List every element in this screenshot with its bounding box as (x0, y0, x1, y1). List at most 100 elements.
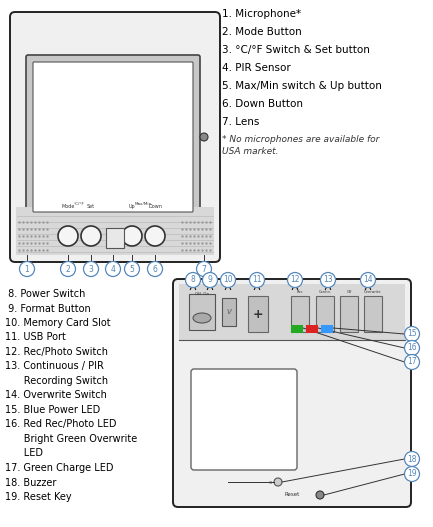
Circle shape (84, 261, 98, 277)
Text: Bright Green Overwrite: Bright Green Overwrite (5, 434, 137, 444)
Circle shape (19, 261, 35, 277)
Text: Set: Set (87, 204, 95, 209)
Text: * No microphones are available for: * No microphones are available for (222, 135, 379, 144)
Circle shape (197, 261, 211, 277)
Text: 17. Green Charge LED: 17. Green Charge LED (5, 463, 113, 473)
Text: 8: 8 (191, 276, 195, 285)
Bar (291, 325, 303, 333)
Text: Off: Off (346, 290, 352, 294)
Circle shape (288, 272, 303, 288)
Text: V: V (226, 309, 231, 315)
Text: Recording Switch: Recording Switch (5, 376, 108, 386)
Text: 18: 18 (407, 454, 417, 464)
Text: 8. Power Switch: 8. Power Switch (5, 289, 85, 299)
Circle shape (200, 133, 208, 141)
Text: 16: 16 (407, 344, 417, 353)
Text: 1: 1 (25, 265, 29, 274)
Text: 13. Continuous / PIR: 13. Continuous / PIR (5, 362, 104, 372)
Text: Down: Down (148, 204, 162, 209)
Text: Overwrite: Overwrite (364, 290, 382, 294)
FancyBboxPatch shape (191, 369, 297, 470)
Bar (222, 298, 236, 326)
Circle shape (249, 272, 265, 288)
Circle shape (81, 226, 101, 246)
Bar (291, 296, 309, 332)
Bar (340, 296, 358, 332)
Bar (316, 296, 334, 332)
Circle shape (185, 272, 200, 288)
Text: +: + (253, 307, 263, 320)
Text: 1. Microphone*: 1. Microphone* (222, 9, 301, 19)
Text: Reset: Reset (285, 493, 300, 497)
Circle shape (404, 327, 420, 341)
Circle shape (203, 272, 217, 288)
Circle shape (404, 466, 420, 482)
Text: 14. Overwrite Switch: 14. Overwrite Switch (5, 391, 107, 401)
Text: 5. Max/Min switch & Up button: 5. Max/Min switch & Up button (222, 81, 382, 91)
Circle shape (148, 261, 162, 277)
FancyBboxPatch shape (173, 279, 411, 507)
Text: o: o (268, 480, 271, 484)
Text: 11. USB Port: 11. USB Port (5, 333, 66, 343)
Text: 15. Blue Power LED: 15. Blue Power LED (5, 405, 100, 415)
Text: 14: 14 (363, 276, 373, 285)
Text: USA market.: USA market. (222, 147, 278, 156)
Text: Contin.: Contin. (319, 290, 331, 294)
Text: Mode: Mode (61, 204, 74, 209)
Text: Rec: Rec (297, 290, 303, 294)
FancyBboxPatch shape (33, 62, 193, 212)
Bar (321, 325, 333, 333)
Text: 15: 15 (407, 329, 417, 338)
Bar (189, 294, 215, 330)
Text: Up: Up (129, 204, 135, 209)
FancyBboxPatch shape (10, 12, 220, 262)
Circle shape (404, 452, 420, 466)
Circle shape (145, 226, 165, 246)
Text: Off  On: Off On (195, 292, 209, 296)
Text: 4: 4 (110, 265, 116, 274)
Text: 9. Format Button: 9. Format Button (5, 304, 91, 314)
Circle shape (404, 355, 420, 369)
Text: 10. Memory Card Slot: 10. Memory Card Slot (5, 318, 110, 328)
Text: Max/Min: Max/Min (134, 202, 152, 206)
Text: 4. PIR Sensor: 4. PIR Sensor (222, 63, 291, 73)
Text: 7: 7 (202, 265, 207, 274)
Circle shape (361, 272, 375, 288)
Ellipse shape (193, 313, 211, 323)
Text: 7. Lens: 7. Lens (222, 117, 259, 127)
Circle shape (220, 272, 236, 288)
Text: 18. Buzzer: 18. Buzzer (5, 477, 56, 487)
Text: 13: 13 (323, 276, 333, 285)
Circle shape (320, 272, 336, 288)
Text: 2. Mode Button: 2. Mode Button (222, 27, 302, 37)
Text: 16. Red Rec/Photo LED: 16. Red Rec/Photo LED (5, 419, 116, 430)
Text: 17: 17 (407, 357, 417, 366)
Text: 5: 5 (129, 265, 134, 274)
Text: LED: LED (5, 448, 43, 458)
Circle shape (58, 226, 78, 246)
Text: 11: 11 (252, 276, 262, 285)
FancyBboxPatch shape (26, 55, 200, 219)
Text: 19. Reset Key: 19. Reset Key (5, 492, 71, 502)
Bar (106, 228, 124, 248)
Circle shape (61, 261, 75, 277)
Text: 10: 10 (223, 276, 233, 285)
Text: 6. Down Button: 6. Down Button (222, 99, 303, 109)
Circle shape (125, 261, 139, 277)
Text: 12: 12 (290, 276, 300, 285)
Bar (248, 296, 268, 332)
Text: 9: 9 (207, 276, 213, 285)
Text: 12. Rec/Photo Switch: 12. Rec/Photo Switch (5, 347, 108, 357)
Bar (364, 296, 382, 332)
Circle shape (106, 261, 120, 277)
Circle shape (316, 491, 324, 499)
Text: 3. °C/°F Switch & Set button: 3. °C/°F Switch & Set button (222, 45, 370, 55)
Circle shape (122, 226, 142, 246)
Circle shape (404, 340, 420, 356)
Bar (306, 325, 318, 333)
Text: °C/°F: °C/°F (74, 202, 84, 206)
Text: 2: 2 (66, 265, 71, 274)
Text: 3: 3 (89, 265, 94, 274)
Text: 6: 6 (152, 265, 158, 274)
Text: 19: 19 (407, 470, 417, 479)
